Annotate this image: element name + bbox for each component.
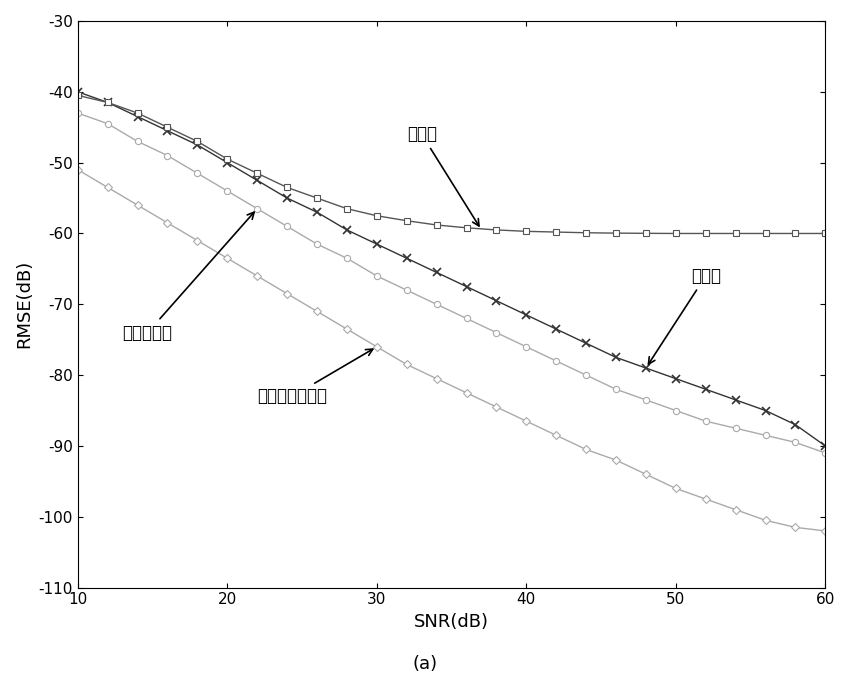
Y-axis label: RMSE(dB): RMSE(dB): [15, 260, 33, 348]
Text: 本发明方法: 本发明方法: [122, 212, 254, 341]
Text: 凯泽窗: 凯泽窗: [406, 125, 479, 226]
Text: 最大旁瓣衰减窗: 最大旁瓣衰减窗: [258, 349, 373, 405]
Text: 汉宁窗: 汉宁窗: [649, 267, 721, 364]
X-axis label: SNR(dB): SNR(dB): [414, 613, 489, 631]
Text: (a): (a): [412, 656, 438, 673]
